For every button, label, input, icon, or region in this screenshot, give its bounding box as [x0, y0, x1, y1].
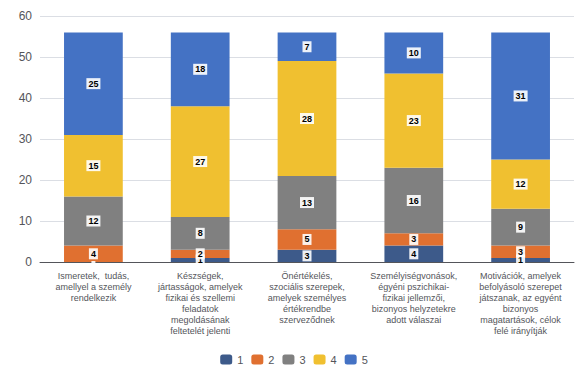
- svg-text:Önértékelés,: Önértékelés,: [281, 271, 332, 281]
- svg-text:12: 12: [88, 216, 98, 226]
- svg-text:befolyásoló szerepet: befolyásoló szerepet: [479, 282, 562, 292]
- svg-text:értékrendbe: értékrendbe: [283, 304, 331, 314]
- svg-text:4: 4: [411, 249, 416, 259]
- svg-text:40: 40: [19, 91, 33, 105]
- svg-text:16: 16: [409, 196, 419, 206]
- svg-text:3: 3: [411, 234, 416, 244]
- svg-text:25: 25: [88, 79, 98, 89]
- svg-text:20: 20: [19, 173, 33, 187]
- svg-text:adott válaszai: adott válaszai: [386, 315, 441, 325]
- svg-text:1: 1: [237, 354, 243, 366]
- svg-text:8: 8: [198, 228, 203, 238]
- svg-text:4: 4: [91, 249, 96, 259]
- svg-text:megoldásának: megoldásának: [171, 315, 230, 325]
- svg-text:Személyiségvonások,: Személyiségvonások,: [370, 271, 457, 281]
- svg-text:30: 30: [19, 132, 33, 146]
- svg-text:4: 4: [331, 354, 337, 366]
- svg-text:9: 9: [518, 222, 523, 232]
- svg-text:amelyek személyes: amelyek személyes: [268, 293, 347, 303]
- svg-text:égyéni pszichikai-: égyéni pszichikai-: [378, 282, 449, 292]
- svg-text:60: 60: [19, 9, 33, 23]
- svg-text:Készségek,: Készségek,: [177, 271, 224, 281]
- svg-text:szerveződnek: szerveződnek: [279, 315, 335, 325]
- svg-text:12: 12: [516, 179, 526, 189]
- svg-text:3: 3: [299, 354, 305, 366]
- svg-text:23: 23: [409, 116, 419, 126]
- svg-text:feltetelét jelenti: feltetelét jelenti: [170, 326, 230, 336]
- svg-text:2: 2: [268, 354, 274, 366]
- svg-text:1: 1: [518, 255, 524, 265]
- svg-text:31: 31: [516, 91, 526, 101]
- svg-text:7: 7: [304, 42, 309, 52]
- svg-text:27: 27: [195, 157, 205, 167]
- svg-text:játszanak, az egyént: játszanak, az egyént: [479, 293, 563, 303]
- svg-text:18: 18: [195, 64, 205, 74]
- svg-text:felé irányítják: felé irányítják: [494, 326, 548, 336]
- svg-text:szociális szerepek,: szociális szerepek,: [269, 282, 345, 292]
- svg-text:3: 3: [518, 247, 523, 257]
- svg-text:10: 10: [409, 48, 419, 58]
- svg-text:1: 1: [197, 255, 203, 265]
- svg-text:10: 10: [19, 214, 33, 228]
- svg-text:2: 2: [198, 249, 203, 259]
- svg-text:3: 3: [304, 251, 309, 261]
- svg-text:fizikai és szellemi: fizikai és szellemi: [165, 293, 235, 303]
- svg-text:amellyel a személy: amellyel a személy: [55, 282, 132, 292]
- svg-text:28: 28: [302, 114, 312, 124]
- svg-text:Motivációk, amelyek: Motivációk, amelyek: [480, 271, 562, 281]
- svg-text:feladatok: feladatok: [182, 304, 219, 314]
- svg-text:50: 50: [19, 50, 33, 64]
- svg-text:bizonyos: bizonyos: [503, 304, 539, 314]
- svg-text:5: 5: [304, 234, 309, 244]
- svg-text:5: 5: [362, 354, 368, 366]
- svg-text:fizikai jellemzői,: fizikai jellemzői,: [383, 293, 446, 303]
- svg-text:13: 13: [302, 198, 312, 208]
- svg-text:bizonyos helyzetekre: bizonyos helyzetekre: [372, 304, 456, 314]
- svg-text:magatartások, célok: magatartások, célok: [480, 315, 561, 325]
- svg-text:jártasságok, amelyek: jártasságok, amelyek: [157, 282, 243, 292]
- svg-text:0: 0: [25, 255, 32, 269]
- svg-text:Ismeretek, tudás,: Ismeretek, tudás,: [58, 271, 130, 281]
- svg-text:rendelkezik: rendelkezik: [71, 293, 117, 303]
- svg-text:15: 15: [88, 161, 98, 171]
